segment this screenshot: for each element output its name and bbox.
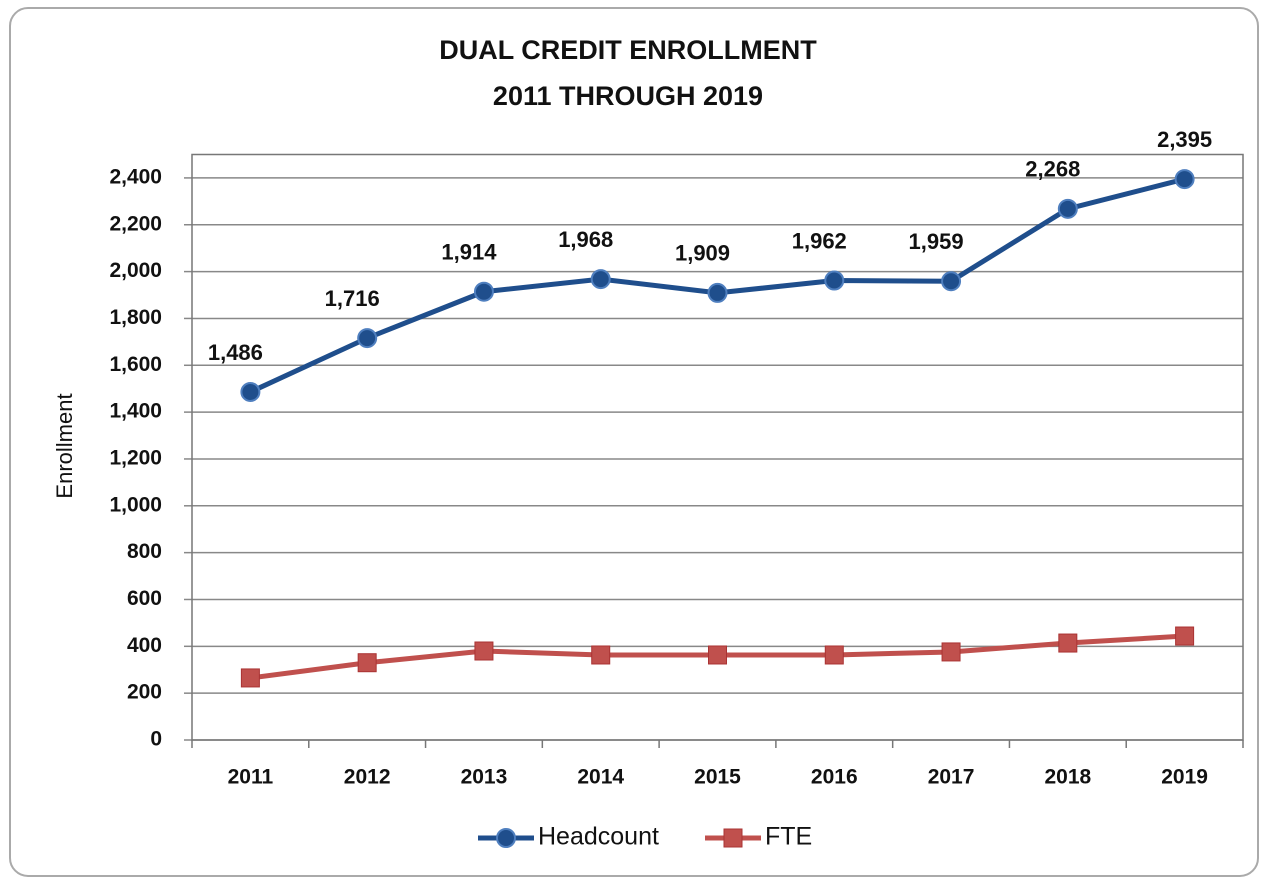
chart-title: DUAL CREDIT ENROLLMENT (439, 35, 817, 65)
y-tick-label: 1,600 (109, 353, 162, 376)
y-tick-label: 400 (127, 634, 162, 657)
data-point (1058, 633, 1078, 653)
y-tick-label: 2,400 (109, 165, 162, 188)
data-label: 2,268 (1025, 157, 1080, 182)
y-tick-label: 1,800 (109, 306, 162, 329)
data-label: 1,959 (909, 229, 964, 254)
data-point (590, 269, 611, 290)
data-point (357, 328, 378, 349)
x-tick-label: 2013 (461, 766, 508, 789)
data-point (591, 645, 611, 665)
y-tick-label: 1,000 (109, 493, 162, 516)
data-point (941, 642, 961, 662)
data-label: 1,914 (441, 240, 497, 265)
y-tick-label: 1,200 (109, 447, 162, 470)
y-axis-label: Enrollment (52, 393, 77, 498)
legend-marker (723, 828, 743, 848)
x-tick-label: 2019 (1161, 766, 1208, 789)
legend-marker (496, 828, 516, 848)
data-label: 2,395 (1157, 127, 1212, 152)
data-label: 1,486 (208, 340, 263, 365)
data-label: 1,968 (558, 227, 613, 252)
chart-frame (9, 7, 1259, 877)
x-tick-label: 2014 (577, 766, 624, 789)
x-tick-label: 2012 (344, 766, 391, 789)
data-point (707, 282, 728, 303)
y-tick-label: 800 (127, 540, 162, 563)
data-point (1175, 626, 1195, 646)
data-point (357, 653, 377, 673)
data-point (941, 271, 962, 292)
x-tick-label: 2016 (811, 766, 858, 789)
data-point (474, 641, 494, 661)
data-point (240, 381, 261, 402)
data-point (473, 281, 494, 302)
y-tick-label: 200 (127, 681, 162, 704)
data-label: 1,909 (675, 241, 730, 266)
data-point (824, 270, 845, 291)
x-tick-label: 2018 (1044, 766, 1091, 789)
x-tick-label: 2011 (228, 766, 274, 789)
plot-border (191, 153, 1244, 741)
legend-label: FTE (765, 823, 812, 851)
y-tick-label: 2,200 (109, 212, 162, 235)
data-point (1057, 198, 1078, 219)
y-tick-label: 1,400 (109, 400, 162, 423)
data-label: 1,962 (792, 228, 847, 253)
y-tick-label: 0 (150, 728, 162, 751)
y-tick-label: 2,000 (109, 259, 162, 282)
x-tick-label: 2017 (928, 766, 975, 789)
data-point (824, 645, 844, 665)
x-tick-label: 2015 (694, 766, 741, 789)
legend-label: Headcount (538, 823, 659, 851)
chart-subtitle: 2011 THROUGH 2019 (493, 81, 763, 111)
data-point (1174, 169, 1195, 190)
data-point (708, 645, 727, 665)
y-tick-label: 600 (127, 587, 162, 610)
data-point (240, 668, 260, 688)
data-label: 1,716 (325, 286, 380, 311)
